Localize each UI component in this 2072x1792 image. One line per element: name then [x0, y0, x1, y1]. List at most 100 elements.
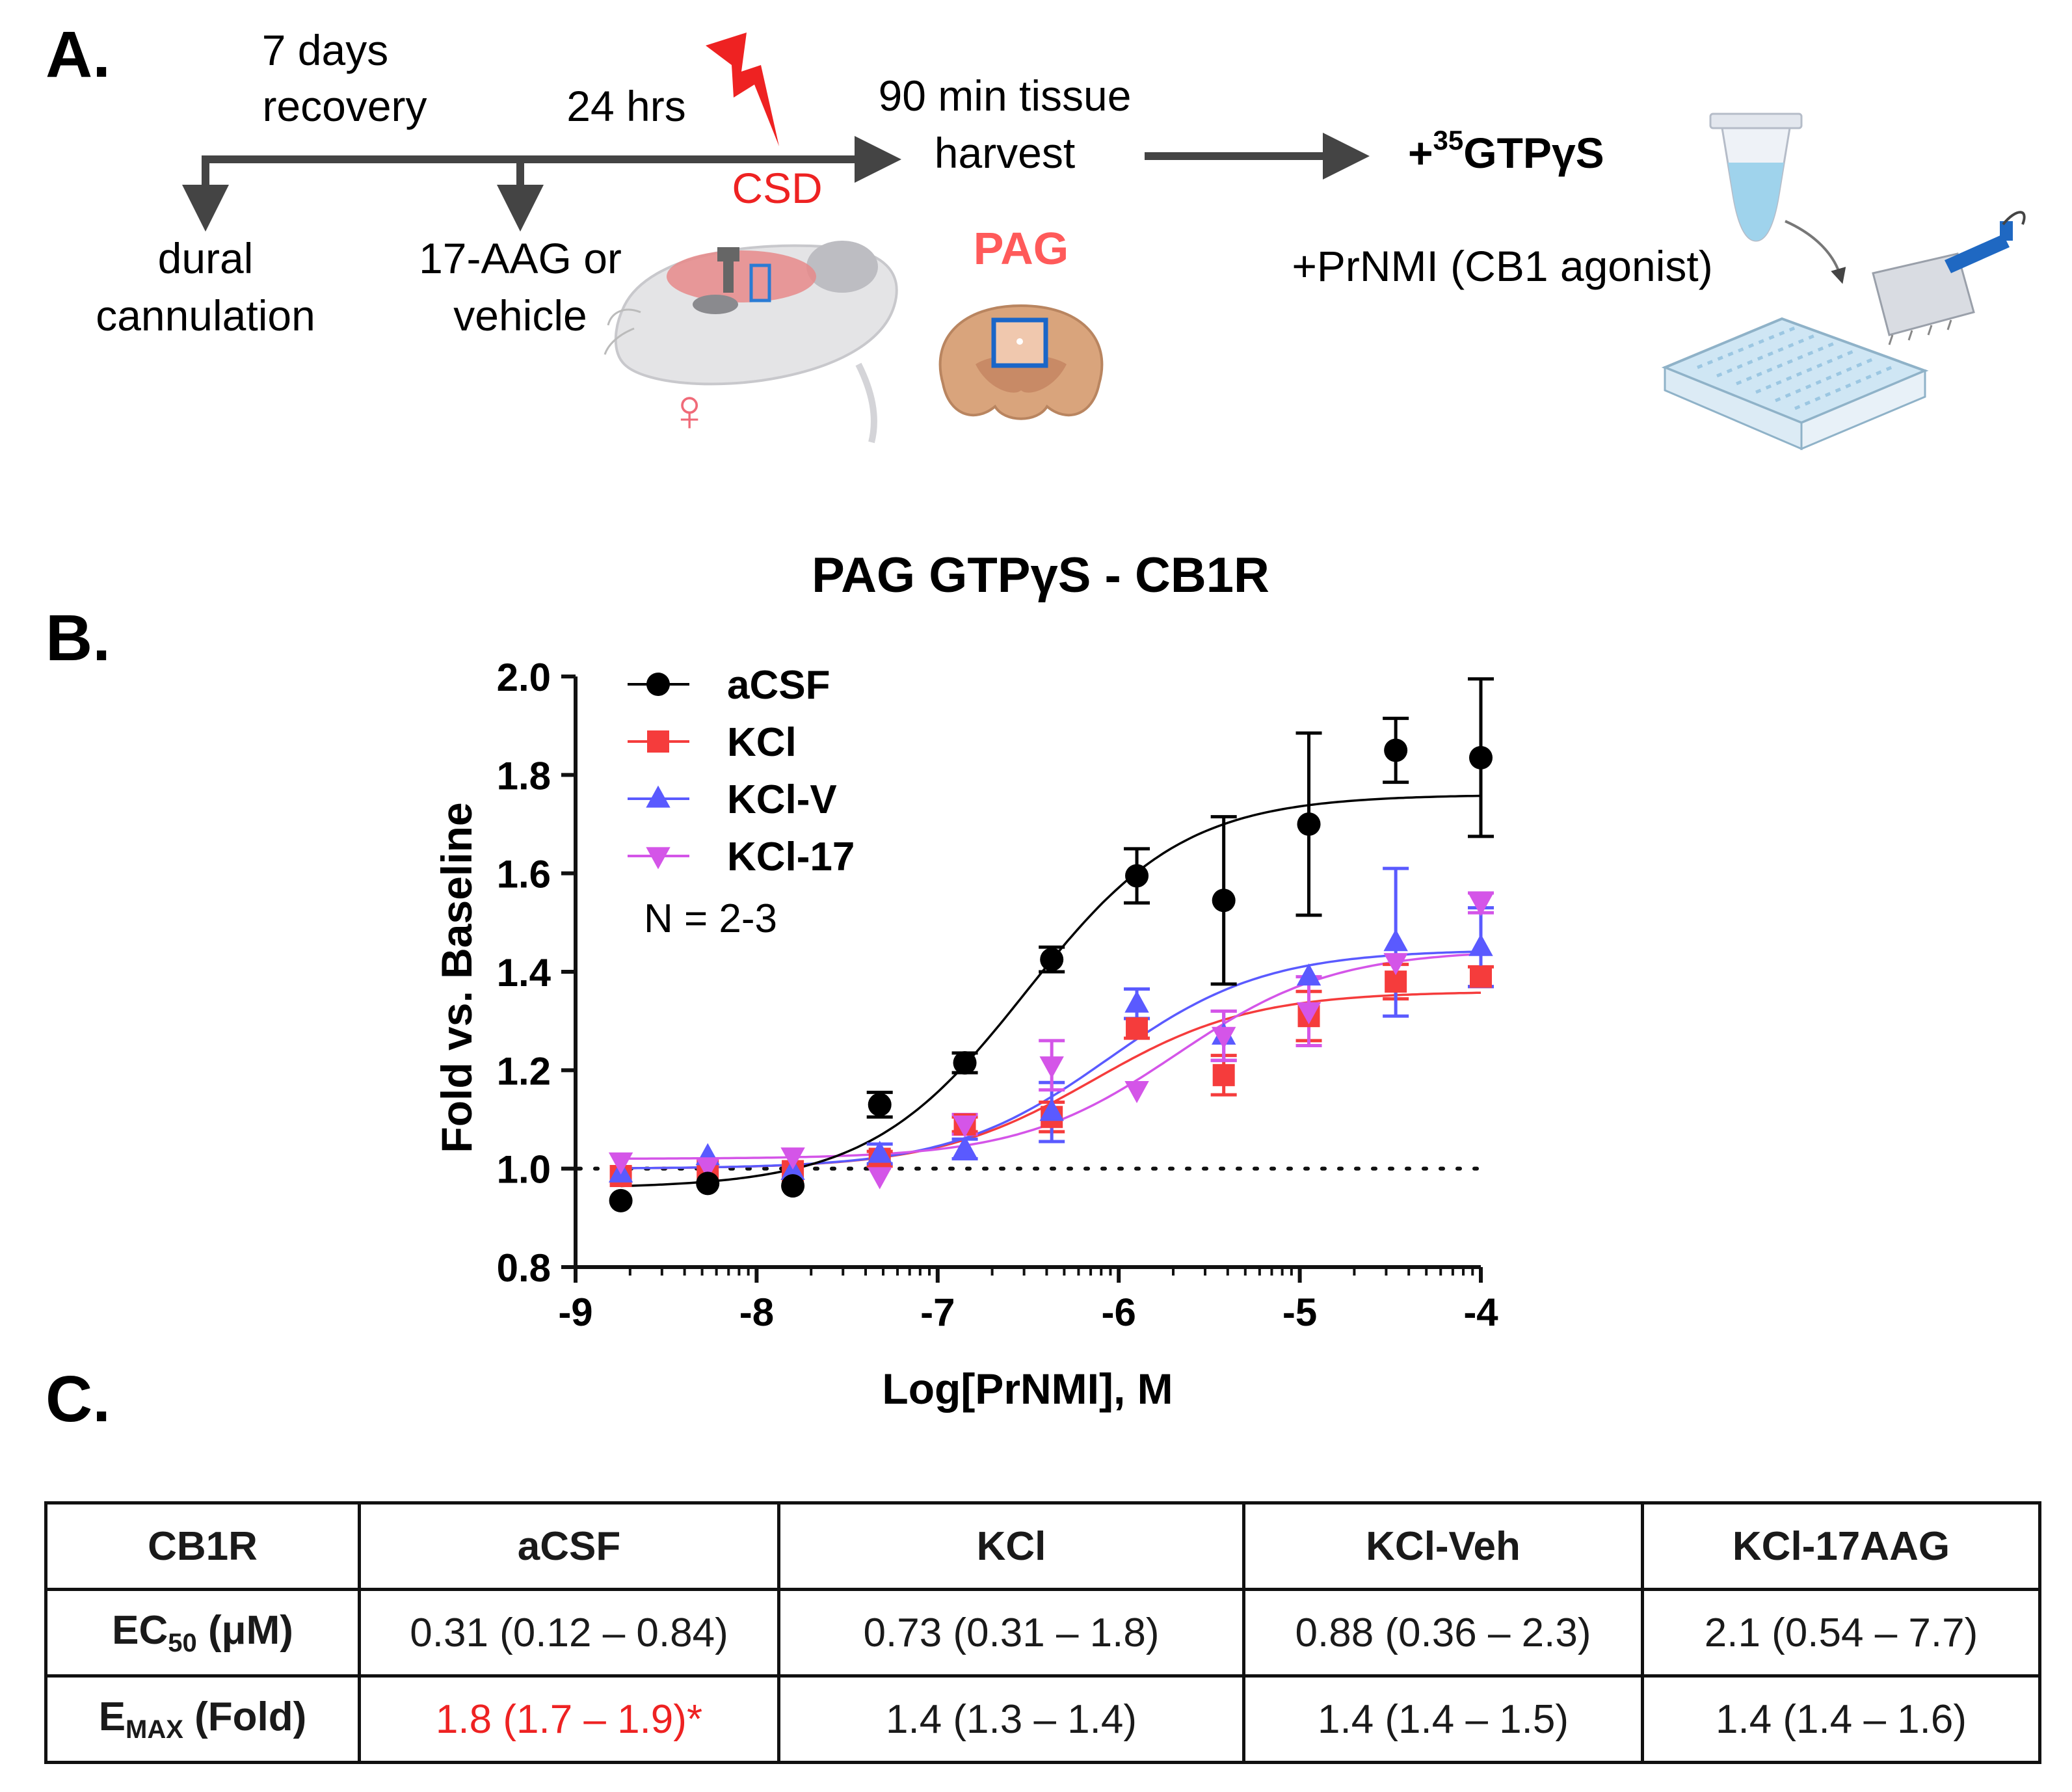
data-point-kcl-17	[608, 1152, 633, 1175]
data-point-kcl-v	[1468, 933, 1493, 956]
rat-illustration	[604, 241, 898, 444]
data-point-kcl	[1212, 1063, 1235, 1086]
table-cell: 2.1 (0.54 – 7.7)	[1641, 1588, 2041, 1678]
pag-label: PAG	[974, 223, 1069, 274]
data-point-kcl-v	[1039, 1099, 1064, 1121]
data-point-acsf	[1040, 948, 1064, 972]
treatment-label-line1: 17-AAG or	[419, 234, 622, 282]
table-cell: 0.88 (0.36 – 2.3)	[1242, 1588, 1644, 1678]
table-header-cell: KCl	[777, 1501, 1245, 1591]
gtps-label: +35GTPγS	[1408, 125, 1604, 177]
data-point-kcl-17	[952, 1115, 977, 1138]
x-tick-label: -9	[558, 1291, 592, 1334]
legend-label: aCSF	[727, 663, 830, 708]
harvest-label-line1: 90 min tissue	[879, 72, 1132, 120]
legend-marker	[646, 785, 671, 808]
data-point-acsf	[696, 1171, 720, 1196]
x-tick-label: -6	[1102, 1291, 1136, 1334]
data-point-kcl-17	[1211, 1026, 1236, 1049]
table-cell-highlight: 1.8 (1.7 – 1.9)*	[358, 1674, 780, 1764]
legend-label: KCl	[727, 720, 797, 765]
x-axis-label: Log[PrNMI], M	[882, 1365, 1173, 1413]
table-row-ec50: EC50 (μM) 0.31 (0.12 – 0.84) 0.73 (0.31 …	[44, 1588, 2041, 1678]
data-point-kcl-17	[1124, 1081, 1149, 1103]
data-point-acsf	[609, 1188, 633, 1212]
y-tick-label: 1.0	[497, 1148, 551, 1192]
data-points	[608, 738, 1493, 1212]
table-header-cell: CB1R	[44, 1501, 361, 1591]
legend-marker	[646, 847, 671, 870]
csd-label: CSD	[732, 164, 822, 212]
data-point-kcl-17	[1039, 1056, 1064, 1079]
panel-a-label: A.	[46, 18, 111, 91]
transfer-arrow	[1785, 220, 1846, 284]
lightning-icon	[706, 33, 779, 146]
dural-label-line2: cannulation	[96, 291, 315, 340]
female-symbol: ♀	[667, 377, 712, 444]
data-point-acsf	[1469, 745, 1493, 769]
y-tick-label: 1.4	[497, 951, 551, 995]
table-row-emax: EMAX (Fold) 1.8 (1.7 – 1.9)* 1.4 (1.3 – …	[44, 1674, 2041, 1764]
legend-label: KCl-V	[727, 777, 837, 822]
harvest-label-line2: harvest	[935, 129, 1075, 177]
data-point-acsf	[1297, 812, 1321, 836]
table-header-row: CB1R aCSF KCl KCl-Veh KCl-17AAG	[44, 1501, 2041, 1591]
data-point-kcl-17	[1296, 1002, 1322, 1024]
data-point-kcl-v	[868, 1140, 892, 1163]
data-point-kcl-17	[780, 1147, 805, 1170]
table-header-cell: KCl-17AAG	[1641, 1501, 2041, 1591]
table-header-cell: KCl-Veh	[1242, 1501, 1644, 1591]
row-label-ec50: EC50 (μM)	[44, 1588, 361, 1678]
chart: 0.8 1.0 1.2 1.4 1.6 1.8 2.0 -9 -8 -7 -6 -5 -4 aCSF K…	[432, 656, 1498, 1413]
tube-icon	[1709, 113, 1803, 242]
row-label-emax: EMAX (Fold)	[44, 1674, 361, 1764]
data-point-acsf	[1125, 864, 1149, 888]
recovery-label-line1: 7 days	[262, 26, 388, 74]
data-point-kcl-17	[868, 1167, 892, 1190]
table-cell: 0.31 (0.12 – 0.84)	[358, 1588, 780, 1678]
legend-marker	[646, 673, 670, 696]
data-point-kcl-v	[1383, 929, 1408, 952]
table-cell: 0.73 (0.31 – 1.8)	[777, 1588, 1245, 1678]
panel-b-label: B.	[46, 602, 111, 675]
y-tick-label: 0.8	[497, 1246, 551, 1290]
x-tick-label: -4	[1463, 1291, 1498, 1334]
x-ticks: -9 -8 -7 -6 -5 -4	[558, 1267, 1498, 1334]
data-point-kcl-v	[1296, 963, 1322, 986]
data-point-kcl-17	[1383, 953, 1408, 976]
y-axis-label: Fold vs. Baseline	[432, 802, 481, 1153]
y-tick-label: 1.6	[497, 853, 551, 896]
legend-label: KCl-17	[727, 835, 855, 879]
y-tick-label: 1.2	[497, 1049, 551, 1093]
data-point-kcl	[1385, 970, 1407, 993]
panel-c-label: C.	[46, 1363, 111, 1436]
y-tick-label: 1.8	[497, 754, 551, 797]
table-cell: 1.4 (1.4 – 1.6)	[1641, 1674, 2041, 1764]
data-point-kcl-17	[695, 1157, 720, 1180]
results-table: CB1R aCSF KCl KCl-Veh KCl-17AAG EC50 (μM…	[44, 1501, 2041, 1764]
y-ticks: 0.8 1.0 1.2 1.4 1.6 1.8 2.0	[497, 656, 576, 1290]
n-annotation: N = 2-3	[644, 896, 777, 941]
table-cell: 1.4 (1.3 – 1.4)	[777, 1674, 1245, 1764]
data-point-acsf	[781, 1174, 805, 1198]
data-point-acsf	[868, 1093, 892, 1117]
treatment-label-line2: vehicle	[453, 291, 587, 340]
x-tick-label: -8	[739, 1291, 774, 1334]
legend-marker	[647, 730, 669, 753]
data-point-kcl-17	[1468, 894, 1493, 916]
data-point-acsf	[1384, 738, 1408, 762]
recovery-label-line2: recovery	[262, 82, 427, 130]
chart-title: PAG GTPγS - CB1R	[812, 548, 1269, 603]
table-header-cell: aCSF	[358, 1501, 780, 1591]
x-tick-label: -7	[920, 1291, 955, 1334]
dural-label-line1: dural	[158, 234, 254, 282]
data-point-kcl	[1470, 965, 1492, 988]
data-point-acsf	[953, 1050, 977, 1075]
data-point-kcl-v	[952, 1136, 977, 1158]
table-cell: 1.4 (1.4 – 1.5)	[1242, 1674, 1644, 1764]
brain-section-illustration	[938, 304, 1104, 420]
hrs-label: 24 hrs	[566, 82, 685, 130]
pipette-icon	[1872, 211, 2026, 345]
data-point-acsf	[1212, 889, 1236, 913]
